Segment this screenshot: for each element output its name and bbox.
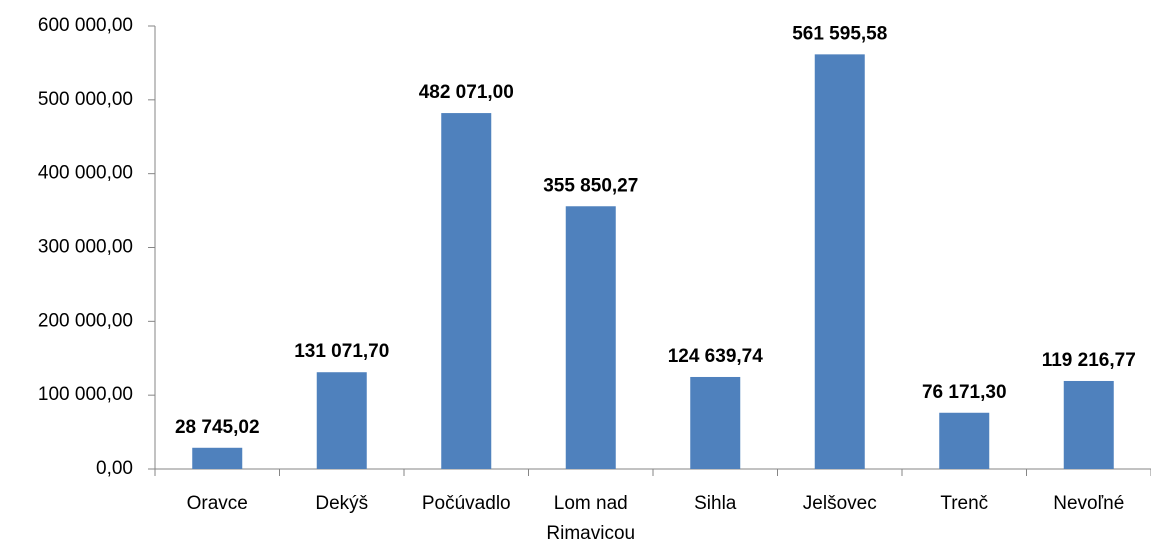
value-label: 355 850,27: [543, 175, 638, 196]
value-label: 76 171,30: [922, 382, 1007, 403]
bar: [939, 412, 990, 469]
y-tick-label: 400 000,00: [38, 163, 133, 184]
y-tick-label: 500 000,00: [38, 89, 133, 110]
bar: [192, 447, 243, 469]
x-tick-label: Počúvadlo: [421, 493, 511, 514]
x-tick-label: Dekýš: [315, 493, 369, 514]
y-tick-label: 200 000,00: [38, 310, 133, 331]
value-label: 482 071,00: [419, 82, 514, 103]
value-label: 124 639,74: [668, 346, 764, 367]
y-tick-label: 300 000,00: [38, 237, 133, 258]
x-tick-label: Trenč: [940, 493, 989, 514]
bar: [1063, 380, 1114, 469]
bar: [441, 113, 492, 469]
x-tick-label: Lom nad Rimavicou: [546, 493, 636, 544]
x-tick-label: Sihla: [694, 493, 737, 514]
x-tick-label: Nevoľné: [1053, 493, 1125, 514]
bar: [814, 54, 865, 470]
x-tick-label: Jelšovec: [802, 493, 877, 514]
value-label: 131 071,70: [294, 341, 389, 362]
y-tick-label: 0,00: [96, 458, 133, 479]
bar: [690, 376, 741, 469]
value-label: 28 745,02: [175, 417, 260, 438]
value-label: 561 595,58: [792, 23, 887, 44]
y-tick-label: 100 000,00: [38, 384, 133, 405]
x-tick-label: Oravce: [186, 493, 248, 514]
value-label: 119 216,77: [1042, 350, 1136, 371]
y-tick-label: 600 000,00: [38, 15, 133, 36]
bar: [565, 206, 616, 469]
bar: [316, 372, 367, 469]
